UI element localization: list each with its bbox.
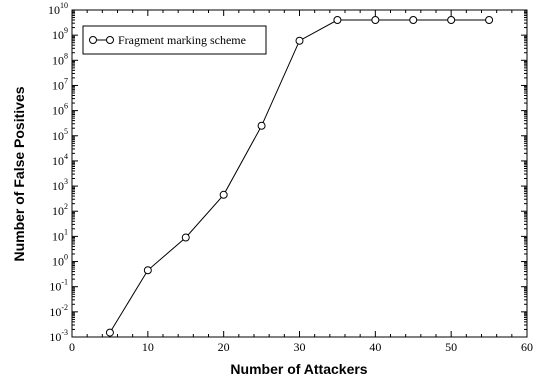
x-tick-label: 30 (294, 340, 306, 354)
y-tick-label: 107 (52, 76, 68, 92)
data-point (371, 16, 380, 25)
data-point (295, 36, 304, 45)
y-tick-label: 10-1 (49, 278, 68, 294)
y-axis: 10-310-210-11001011021031041051061071081… (48, 1, 527, 344)
series-line (109, 19, 490, 333)
y-tick-label: 106 (52, 102, 68, 118)
y-tick-label: 108 (52, 51, 68, 67)
y-tick-base: 10 (52, 129, 64, 143)
legend: Fragment marking scheme (82, 25, 267, 55)
y-tick-base: 10 (52, 28, 64, 42)
legend-label: Fragment marking scheme (118, 33, 246, 47)
y-tick-exponent: 7 (64, 76, 68, 85)
y-tick-label: 103 (52, 177, 68, 193)
y-tick-exponent: 5 (64, 127, 68, 136)
y-tick-label: 101 (52, 227, 68, 243)
data-point (257, 121, 266, 130)
data-point (181, 233, 190, 242)
data-point (333, 16, 342, 25)
y-tick-exponent: -1 (61, 278, 68, 287)
legend-marker (106, 36, 114, 44)
y-tick-base: 10 (49, 330, 61, 344)
series-layer (105, 16, 494, 337)
legend-marker (89, 36, 97, 44)
y-tick-exponent: 6 (64, 102, 68, 111)
y-tick-label: 1010 (48, 1, 68, 17)
y-tick-exponent: -2 (61, 303, 68, 312)
y-tick-base: 10 (52, 154, 64, 168)
y-tick-base: 10 (52, 53, 64, 67)
data-point (143, 266, 152, 275)
y-tick-exponent: 4 (64, 152, 68, 161)
y-tick-base: 10 (49, 305, 61, 319)
y-tick-label: 109 (52, 26, 68, 42)
y-tick-base: 10 (52, 78, 64, 92)
y-tick-base: 10 (52, 204, 64, 218)
data-point (485, 16, 494, 25)
y-tick-exponent: 8 (64, 51, 68, 60)
y-tick-base: 10 (48, 3, 60, 17)
y-tick-exponent: 10 (60, 1, 68, 10)
y-tick-exponent: 0 (64, 253, 68, 262)
x-axis-title: Number of Attackers (230, 361, 367, 377)
y-tick-base: 10 (52, 255, 64, 269)
x-tick-label: 0 (69, 340, 75, 354)
y-tick-label: 10-2 (49, 303, 68, 319)
y-tick-exponent: 1 (64, 227, 68, 236)
plot-area (71, 9, 528, 338)
data-point (219, 190, 228, 199)
y-tick-label: 100 (52, 253, 68, 269)
x-tick-label: 60 (521, 340, 533, 354)
plot-border (71, 9, 528, 338)
y-axis-title: Number of False Positives (11, 86, 27, 261)
y-tick-base: 10 (52, 104, 64, 118)
y-tick-exponent: 9 (64, 26, 68, 35)
x-tick-label: 40 (369, 340, 381, 354)
y-tick-exponent: -3 (61, 328, 68, 337)
y-tick-label: 102 (52, 202, 68, 218)
x-tick-label: 50 (445, 340, 457, 354)
y-tick-base: 10 (52, 229, 64, 243)
data-point (447, 16, 456, 25)
x-tick-label: 20 (218, 340, 230, 354)
x-axis: 0 10 20 30 40 50 60 (69, 10, 533, 354)
x-tick-label: 10 (142, 340, 154, 354)
y-tick-label: 10-3 (49, 328, 68, 344)
data-point (105, 328, 114, 337)
y-tick-base: 10 (52, 179, 64, 193)
y-tick-base: 10 (49, 280, 61, 294)
y-tick-label: 104 (52, 152, 68, 168)
y-tick-exponent: 2 (64, 202, 68, 211)
y-tick-exponent: 3 (64, 177, 68, 186)
data-point (409, 16, 418, 25)
y-tick-label: 105 (52, 127, 68, 143)
